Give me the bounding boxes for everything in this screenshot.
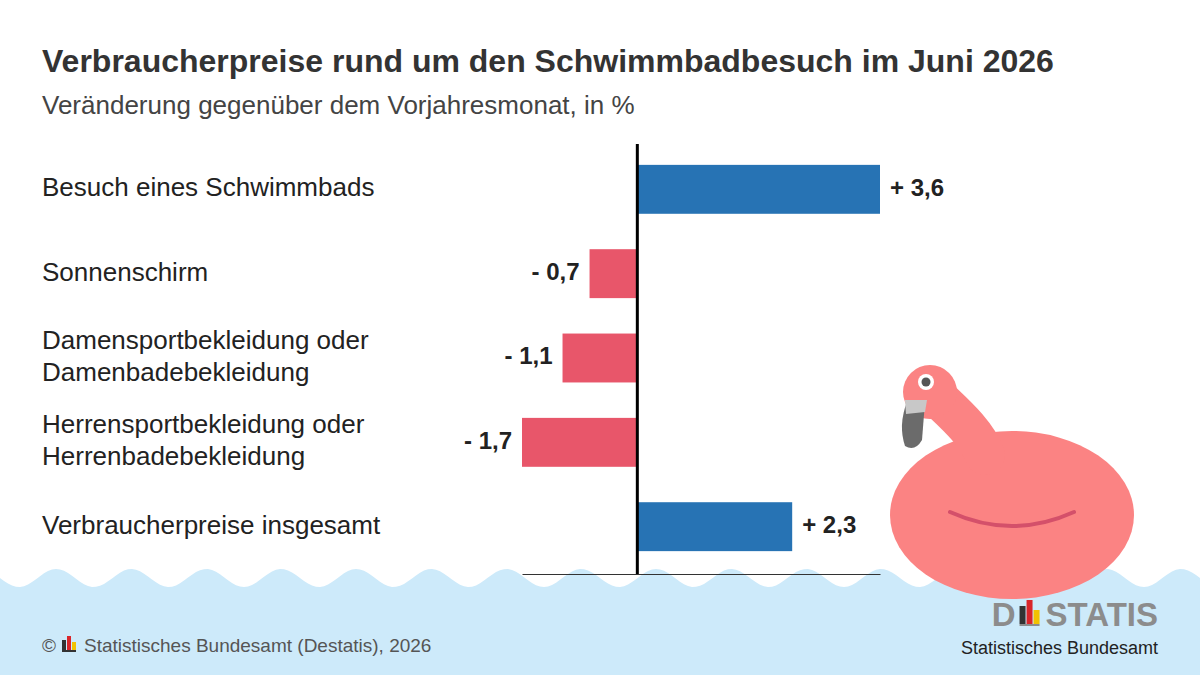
x-axis-line [523,574,881,575]
logo-text: STATIS [1046,596,1158,633]
logo-caption: Statistisches Bundesamt [961,638,1158,658]
source-icon [62,636,76,652]
category-label: Besuch eines Schwimmbads [42,172,374,202]
category-label: Herrensportbekleidung oderHerrenbadebekl… [42,409,365,471]
data-label: + 2,3 [802,511,856,538]
flamingo-decoration [890,365,1134,599]
category-label: Sonnenschirm [42,257,208,287]
data-labels: + 3,6 - 0,7 - 1,1 - 1,7 + 2,3 [464,174,944,538]
bars [522,165,880,551]
bar [590,249,637,298]
bar [637,502,792,551]
category-label: Verbraucherpreise insgesamt [42,510,381,540]
category-label: Damensportbekleidung oderDamenbadebeklei… [42,325,369,387]
copyright: © [42,635,56,656]
subtitle: Veränderung gegenüber dem Vorjahresmonat… [42,90,635,120]
source: Statistisches Bundesamt (Destatis), 2026 [84,635,431,656]
bar [522,418,637,467]
logo-text: D [992,596,1016,633]
x-axis [523,144,881,575]
data-label: - 1,1 [504,342,552,369]
zero-line [636,144,639,574]
data-label: - 1,7 [464,427,512,454]
bar [563,334,637,383]
footer: © Statistisches Bundesamt (Destatis), 202… [42,596,1158,658]
bar [637,165,880,214]
category-labels: Besuch eines Schwimmbads Sonnenschirm Dame… [42,172,381,539]
logo-icon [1020,600,1040,626]
data-label: + 3,6 [890,174,944,201]
tick [637,144,638,574]
title: Verbraucherpreise rund um den Schwimmbad… [42,43,1054,79]
chart: Verbraucherpreise rund um den Schwimmbad… [0,0,1200,675]
data-label: - 0,7 [532,258,580,285]
